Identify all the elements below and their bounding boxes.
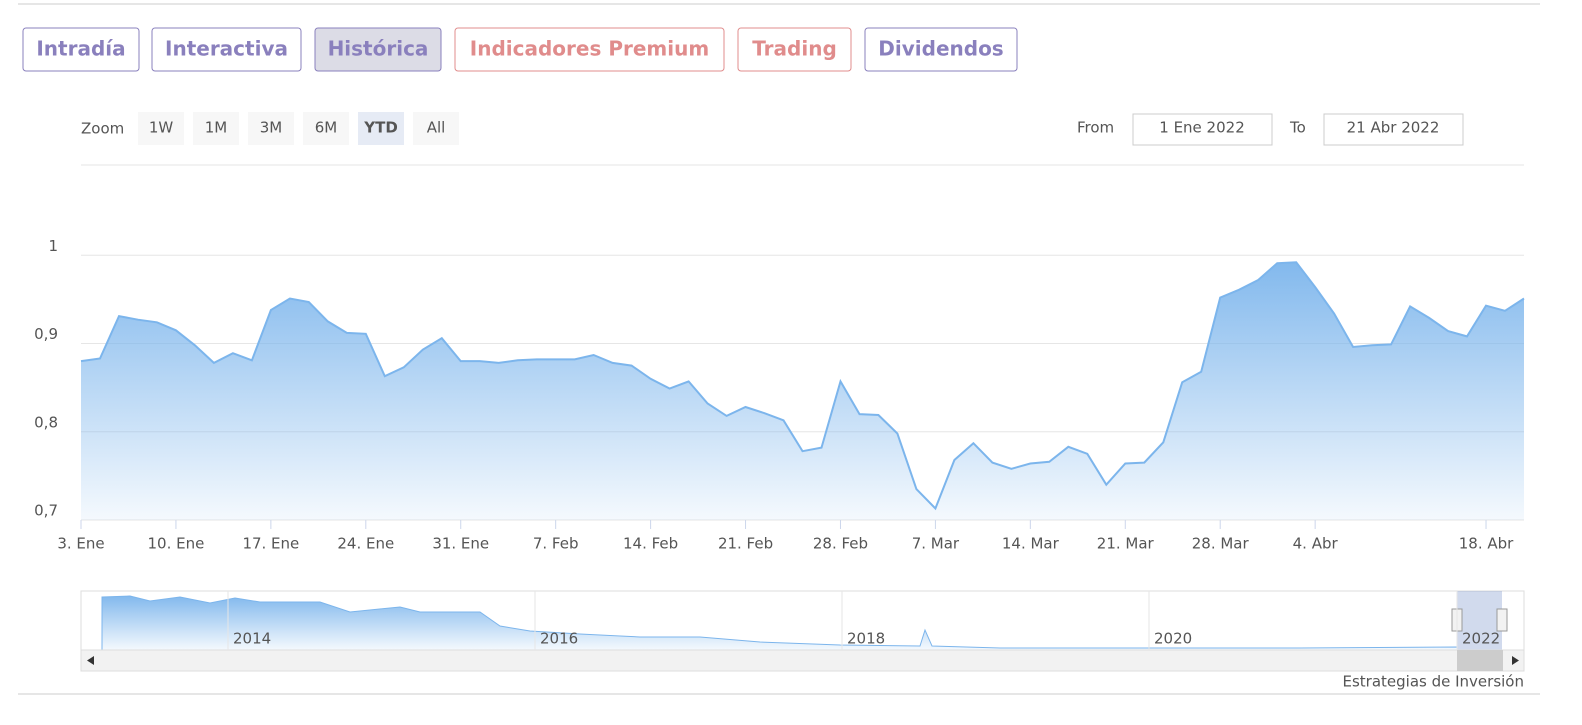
from-value[interactable]: 1 Ene 2022 bbox=[1159, 119, 1244, 137]
tab-label[interactable]: Interactiva bbox=[165, 37, 288, 61]
from-input[interactable] bbox=[1132, 113, 1273, 146]
navigator-handle[interactable] bbox=[1496, 608, 1508, 632]
zoom-button[interactable] bbox=[358, 112, 404, 145]
to-value[interactable]: 21 Abr 2022 bbox=[1347, 119, 1440, 137]
zoom-button[interactable] bbox=[413, 112, 459, 145]
tab-label[interactable]: Intradía bbox=[36, 37, 125, 61]
tab-button[interactable] bbox=[864, 27, 1018, 72]
y-tick-label: 0,7 bbox=[34, 502, 58, 520]
x-tick-label: 7. Mar bbox=[912, 535, 960, 553]
zoom-button[interactable] bbox=[193, 112, 239, 145]
tab-button[interactable] bbox=[314, 27, 442, 72]
x-tick-label: 17. Ene bbox=[242, 535, 299, 553]
x-tick-label: 3. Ene bbox=[57, 535, 104, 553]
navigator-label: 2016 bbox=[540, 630, 578, 648]
x-tick-label: 24. Ene bbox=[337, 535, 394, 553]
zoom-button-label[interactable]: 1W bbox=[149, 119, 174, 137]
x-tick-label: 31. Ene bbox=[432, 535, 489, 553]
zoom-button-label[interactable]: YTD bbox=[363, 119, 398, 137]
navigator-label: 2022 bbox=[1462, 630, 1500, 648]
zoom-button[interactable] bbox=[138, 112, 184, 145]
navigator-mask[interactable] bbox=[1457, 591, 1502, 650]
y-tick-label: 1 bbox=[48, 237, 58, 255]
credits: Estrategias de Inversión bbox=[1343, 673, 1525, 691]
navigator-series bbox=[101, 595, 1458, 651]
scrollbar-track[interactable] bbox=[80, 649, 1525, 672]
x-tick-label: 28. Feb bbox=[813, 535, 868, 553]
tab-label[interactable]: Trading bbox=[752, 37, 837, 61]
tab-label[interactable]: Dividendos bbox=[878, 37, 1003, 61]
navigator: 2014 2016 2018 2020 2022 bbox=[80, 590, 1525, 672]
zoom-button-label[interactable]: 3M bbox=[260, 119, 283, 137]
scroll-left[interactable] bbox=[87, 656, 94, 665]
tab-label[interactable]: Histórica bbox=[328, 37, 429, 61]
tab-label[interactable]: Indicadores Premium bbox=[470, 37, 709, 61]
scrollbar-thumb[interactable] bbox=[1457, 650, 1503, 671]
navigator-label: 2014 bbox=[233, 630, 271, 648]
line bbox=[80, 261, 1525, 511]
zoom-label: Zoom bbox=[81, 120, 124, 138]
zoom-button[interactable] bbox=[303, 112, 349, 145]
scroll-right[interactable] bbox=[1512, 656, 1519, 665]
x-tick-label: 14. Mar bbox=[1002, 535, 1060, 553]
to-label: To bbox=[1289, 119, 1306, 137]
navigator-label: 2020 bbox=[1154, 630, 1192, 648]
y-tick-label: 0,9 bbox=[34, 325, 58, 343]
x-tick-label: 4. Abr bbox=[1293, 535, 1339, 553]
tab-button[interactable] bbox=[151, 27, 302, 72]
x-tick-label: 21. Feb bbox=[718, 535, 773, 553]
x-tick-label: 21. Mar bbox=[1097, 535, 1155, 553]
zoom-button-label[interactable]: 6M bbox=[315, 119, 338, 137]
zoom-button-label[interactable]: All bbox=[427, 119, 446, 137]
from-label: From bbox=[1077, 119, 1114, 137]
tab-button[interactable] bbox=[454, 27, 725, 72]
to-input[interactable] bbox=[1323, 113, 1464, 146]
y-tick-label: 0,8 bbox=[34, 413, 58, 431]
x-tick-label: 7. Feb bbox=[533, 535, 579, 553]
x-tick-label: 14. Feb bbox=[623, 535, 678, 553]
x-tick-label: 18. Abr bbox=[1459, 535, 1514, 553]
x-tick-label: 10. Ene bbox=[148, 535, 205, 553]
tab-button[interactable] bbox=[737, 27, 852, 72]
x-tick-label: 28. Mar bbox=[1192, 535, 1250, 553]
tab-button[interactable] bbox=[22, 27, 140, 72]
zoom-button[interactable] bbox=[248, 112, 294, 145]
area bbox=[81, 262, 1524, 520]
zoom-button-label[interactable]: 1M bbox=[205, 119, 228, 137]
navigator-label: 2018 bbox=[847, 630, 885, 648]
